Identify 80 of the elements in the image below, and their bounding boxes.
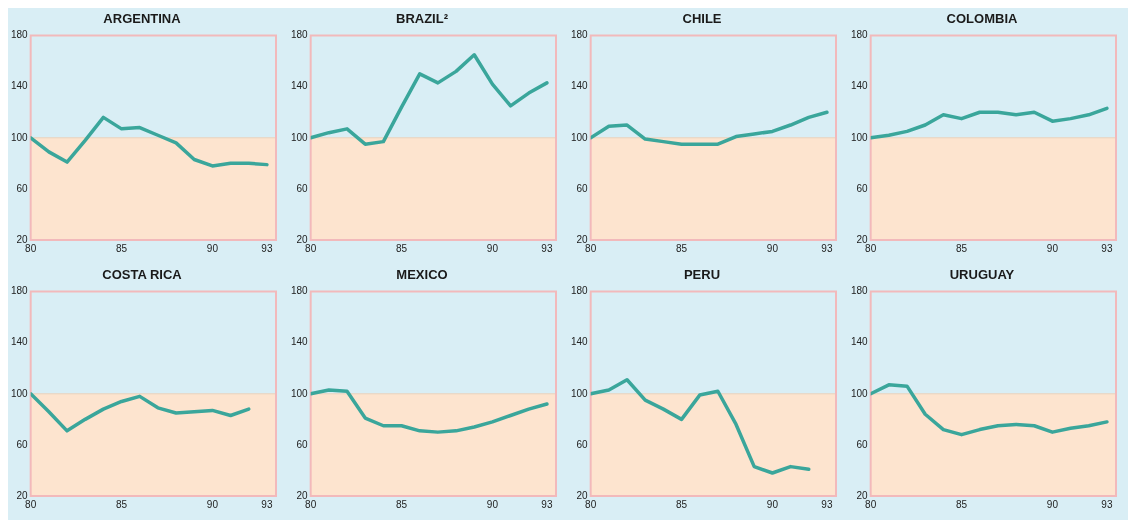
y-tick-label: 20 [296, 233, 309, 245]
x-tick-label: 80 [585, 498, 597, 510]
y-tick-label: 20 [576, 233, 589, 245]
x-tick-label: 90 [486, 498, 499, 510]
x-tick-label: 85 [955, 242, 968, 254]
y-tick-label: 180 [291, 29, 309, 41]
x-tick-label: 80 [305, 242, 317, 254]
x-tick-label: 80 [865, 242, 877, 254]
y-tick-label: 180 [571, 285, 589, 297]
x-tick-label: 85 [115, 242, 128, 254]
x-tick-label: 93 [541, 498, 553, 510]
y-tick-label: 140 [11, 336, 29, 348]
x-tick-label: 80 [305, 498, 317, 510]
y-tick-label: 100 [291, 387, 309, 399]
x-tick-label: 90 [766, 242, 779, 254]
y-tick-label: 20 [16, 489, 29, 501]
x-tick-label: 90 [1046, 498, 1059, 510]
chart-title: COLOMBIA [946, 11, 1018, 27]
x-tick-label: 85 [395, 242, 408, 254]
x-tick-label: 80 [585, 242, 597, 254]
y-tick-label: 60 [576, 438, 589, 450]
x-tick-label: 90 [1046, 242, 1059, 254]
y-tick-label: 20 [856, 233, 869, 245]
y-tick-label: 100 [11, 387, 29, 399]
x-tick-label: 93 [821, 242, 833, 254]
y-tick-label: 180 [11, 285, 29, 297]
y-tick-label: 60 [856, 438, 869, 450]
y-tick-label: 140 [291, 80, 309, 92]
y-tick-label: 140 [11, 80, 29, 92]
x-tick-label: 85 [395, 498, 408, 510]
chart-title: COSTA RICA [102, 267, 183, 283]
x-tick-label: 93 [261, 242, 273, 254]
y-tick-label: 180 [851, 29, 869, 41]
y-tick-label: 100 [571, 131, 589, 143]
chart-title: MEXICO [396, 267, 448, 283]
y-tick-label: 20 [576, 489, 589, 501]
x-tick-label: 93 [261, 498, 273, 510]
chart-title: BRAZIL² [396, 11, 449, 27]
y-tick-label: 100 [11, 131, 29, 143]
y-tick-label: 140 [571, 336, 589, 348]
x-tick-label: 90 [206, 498, 219, 510]
y-tick-label: 60 [576, 182, 589, 194]
x-tick-label: 93 [821, 498, 833, 510]
x-tick-label: 85 [955, 498, 968, 510]
y-tick-label: 60 [296, 438, 309, 450]
y-tick-label: 20 [856, 489, 869, 501]
x-tick-label: 85 [115, 498, 128, 510]
x-tick-label: 93 [1101, 242, 1113, 254]
y-tick-label: 140 [851, 80, 869, 92]
x-tick-label: 90 [486, 242, 499, 254]
y-tick-label: 60 [16, 438, 29, 450]
chart-title: ARGENTINA [103, 11, 182, 27]
y-tick-label: 20 [16, 233, 29, 245]
chart-title: PERU [683, 267, 721, 283]
y-tick-label: 180 [11, 29, 29, 41]
x-tick-label: 85 [675, 498, 688, 510]
y-tick-label: 60 [856, 182, 869, 194]
y-tick-label: 100 [571, 387, 589, 399]
y-tick-label: 140 [571, 80, 589, 92]
y-tick-label: 180 [851, 285, 869, 297]
x-tick-label: 93 [541, 242, 553, 254]
x-tick-label: 80 [865, 498, 877, 510]
y-tick-label: 140 [291, 336, 309, 348]
x-tick-label: 80 [25, 498, 37, 510]
y-tick-label: 140 [851, 336, 869, 348]
y-tick-label: 100 [851, 131, 869, 143]
chart-title: URUGUAY [949, 267, 1015, 283]
y-tick-label: 180 [291, 285, 309, 297]
x-tick-label: 80 [25, 242, 37, 254]
y-tick-label: 60 [16, 182, 29, 194]
y-tick-label: 60 [296, 182, 309, 194]
y-tick-label: 20 [296, 489, 309, 501]
y-tick-label: 180 [571, 29, 589, 41]
y-tick-label: 100 [851, 387, 869, 399]
x-tick-label: 90 [206, 242, 219, 254]
x-tick-label: 90 [766, 498, 779, 510]
chart-title: CHILE [682, 11, 722, 27]
x-tick-label: 85 [675, 242, 688, 254]
x-tick-label: 93 [1101, 498, 1113, 510]
y-tick-label: 100 [291, 131, 309, 143]
